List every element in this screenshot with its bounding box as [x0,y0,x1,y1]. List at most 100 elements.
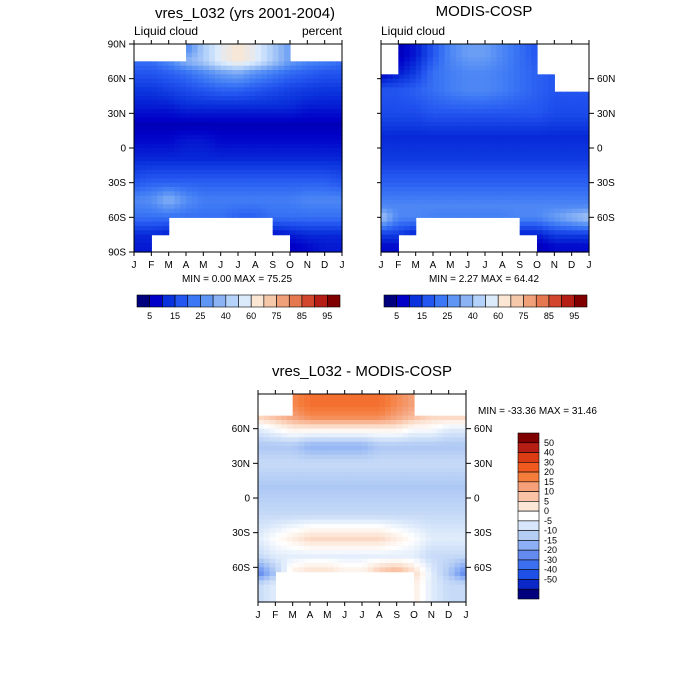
contour-cell [456,135,463,140]
colorbar-swatch [434,294,448,308]
contour-cell [315,415,323,421]
contour-cell [324,234,332,240]
contour-cell [525,148,532,153]
contour-cell [508,104,515,110]
contour-cell [392,117,399,123]
contour-cell [390,467,398,473]
contour-cell [362,519,369,525]
contour-cell [402,550,409,555]
contour-cell [525,113,532,119]
contour-cell [263,459,271,464]
contour-cell [134,70,141,75]
contour-cell [272,230,280,236]
contour-cell [327,515,334,521]
contour-cell [542,195,550,201]
contour-cell [473,130,480,136]
contour-cell [448,428,456,434]
contour-cell [390,528,398,534]
contour-cell [232,104,239,110]
contour-cell [134,182,141,188]
contour-cell [301,187,308,192]
contour-cell [336,208,343,214]
contour-cell [263,437,271,443]
x-tick-label: S [516,260,523,271]
contour-cell [427,61,434,67]
contour-cell [583,109,590,114]
contour-cell [479,52,486,58]
contour-cell [537,221,544,227]
contour-cell [226,70,233,75]
contour-cell [298,493,305,499]
contour-cell [327,493,334,499]
contour-cell [433,156,440,162]
contour-cell [214,139,222,145]
contour-cell [431,511,438,516]
contour-cell [330,104,337,110]
contour-cell [315,437,323,443]
contour-cell [145,113,152,119]
contour-cell [145,100,152,106]
contour-cell [301,200,308,205]
contour-cell [381,96,388,101]
contour-cell [571,200,579,205]
contour-cell [145,239,152,244]
contour-cell [263,589,271,594]
contour-cell [560,117,567,123]
contour-cell [292,480,300,486]
contour-cell [134,174,141,179]
contour-cell [255,187,262,192]
contour-cell [226,78,233,84]
contour-cell [186,169,193,175]
contour-cell [537,204,544,210]
contour-cell [577,221,584,227]
contour-cell [473,48,480,54]
contour-cell [467,91,475,97]
contour-cell [315,485,323,490]
contour-cell [421,109,428,114]
contour-cell [318,195,326,201]
contour-cell [226,91,233,97]
contour-cell [531,113,538,119]
colorbar-swatch [523,294,537,308]
contour-cell [301,139,308,145]
contour-cell [275,420,282,425]
contour-cell [330,78,337,84]
contour-cell [583,143,590,149]
contour-cell [295,135,303,140]
contour-cell [454,576,461,581]
contour-cell [180,70,187,75]
contour-cell [281,454,288,460]
contour-cell [238,148,245,153]
contour-cell [261,109,268,114]
colorbar-swatch [212,294,227,308]
contour-cell [448,446,456,451]
contour-cell [327,411,334,417]
contour-cell [502,74,509,80]
contour-cell [448,532,456,538]
contour-cell [272,165,280,171]
contour-cell [438,182,446,188]
contour-cell [425,454,432,460]
contour-cell [304,550,311,555]
contour-cell [214,208,222,214]
contour-cell [191,65,199,71]
contour-cell [134,243,141,249]
contour-cell [243,139,251,145]
contour-cell [243,143,251,149]
contour-cell [333,524,340,529]
contour-cell [338,398,346,404]
contour-cell [560,204,567,210]
panel-model-left-label: Liquid cloud [134,24,198,38]
contour-cell [456,52,463,58]
contour-cell [258,480,265,486]
contour-cell [255,139,262,145]
contour-cell [134,187,141,192]
contour-cell [203,70,210,75]
contour-cell [330,200,337,205]
contour-cell [425,493,432,499]
contour-cell [255,65,262,71]
contour-cell [232,57,239,62]
contour-cell [330,139,337,145]
contour-cell [448,589,456,594]
contour-cell [565,100,573,106]
